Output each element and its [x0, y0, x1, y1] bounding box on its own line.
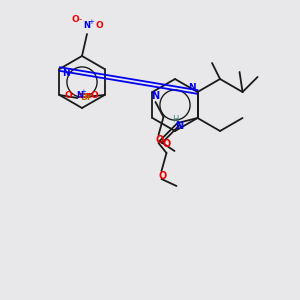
Text: Br: Br: [80, 94, 91, 103]
Text: N: N: [62, 70, 69, 79]
Text: N: N: [176, 121, 184, 131]
Text: H: H: [172, 116, 179, 124]
Text: N: N: [188, 82, 195, 91]
Text: O: O: [64, 91, 72, 100]
Text: O: O: [158, 171, 166, 181]
Text: N: N: [83, 22, 91, 31]
Text: N: N: [76, 91, 83, 100]
Text: O: O: [163, 139, 171, 149]
Text: +: +: [81, 89, 86, 95]
Text: O: O: [71, 16, 79, 25]
Text: O: O: [91, 91, 98, 100]
Text: N: N: [152, 91, 160, 101]
Text: -: -: [79, 16, 82, 25]
Text: O: O: [155, 135, 164, 145]
Text: O: O: [95, 22, 103, 31]
Text: +: +: [88, 19, 94, 25]
Text: -: -: [72, 91, 75, 100]
